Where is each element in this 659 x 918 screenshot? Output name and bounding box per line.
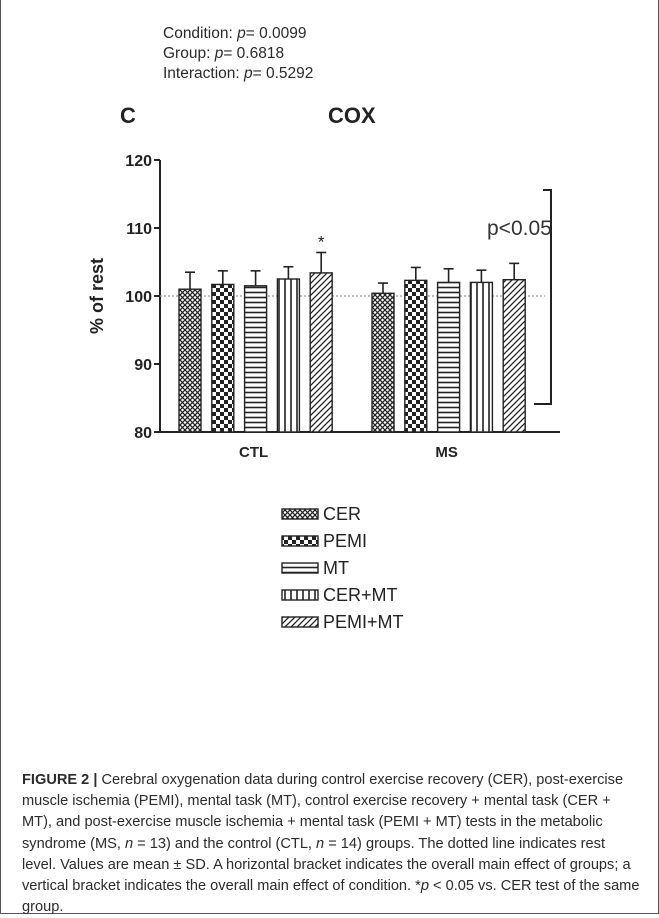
caption-text-1: Cerebral oxygenation data during control… xyxy=(22,772,624,852)
chart-title: COX xyxy=(328,103,376,128)
condition-stat: Condition: p= 0.0099 xyxy=(163,24,313,44)
bar-cer-ms xyxy=(371,292,395,433)
group-stat-label: Group: xyxy=(163,45,215,62)
condition-p-symbol: p xyxy=(237,25,246,42)
bar-pemi-mt-ms xyxy=(502,278,526,433)
caption-n-ms-var: n xyxy=(125,835,134,852)
interaction-p-value: = 0.5292 xyxy=(252,65,314,82)
interaction-stat-label: Interaction: xyxy=(163,65,244,82)
figure-frame-left xyxy=(0,0,1,914)
group-p-value: = 0.6818 xyxy=(223,45,285,62)
legend-swatch xyxy=(281,562,319,574)
legend-swatch xyxy=(281,589,319,601)
figure-caption: FIGURE 2 | Cerebral oxygenation data dur… xyxy=(22,770,642,918)
significance-asterisk: * xyxy=(318,232,325,251)
interaction-p-symbol: p xyxy=(244,65,253,82)
y-tick-label: 100 xyxy=(125,289,152,306)
legend-label: CER xyxy=(323,504,361,524)
legend-label: MT xyxy=(323,558,349,578)
caption-n-ms-value: = 13) and the control (CTL, xyxy=(133,835,317,852)
legend-label: CER+MT xyxy=(323,585,398,605)
caption-n-ctl-value: = 14) groups. The dotted line indicates … xyxy=(22,835,631,895)
caption-text-2: < 0.05 vs. CER test of the same group. xyxy=(22,878,640,916)
y-tick-label: 90 xyxy=(134,357,152,374)
interaction-stat: Interaction: p= 0.5292 xyxy=(163,64,313,84)
y-tick-label: 120 xyxy=(125,153,152,170)
legend-swatch xyxy=(281,616,319,628)
condition-stat-label: Condition: xyxy=(163,25,238,42)
legend-swatch xyxy=(281,535,319,547)
y-tick-label: 110 xyxy=(126,221,152,238)
x-category-label: CTL xyxy=(239,444,268,461)
bar-cer-mt-ctl xyxy=(276,278,301,433)
condition-bracket xyxy=(534,189,552,405)
condition-p-value: = 0.0099 xyxy=(245,25,307,42)
bar-pemi-mt-ctl xyxy=(309,272,333,433)
caption-p-var: p xyxy=(420,878,429,895)
y-axis-label: % of rest xyxy=(87,258,107,334)
group-p-symbol: p xyxy=(214,45,224,62)
bracket-p-label: p<0.05 xyxy=(487,217,552,240)
panel-letter: C xyxy=(120,103,136,128)
bar-cer-ctl xyxy=(178,288,202,433)
bar-cer-mt-ms xyxy=(469,281,494,433)
bar-mt-ctl xyxy=(243,285,268,433)
legend-label: PEMI+MT xyxy=(323,612,404,632)
bar-pemi-ms xyxy=(404,279,428,433)
caption-n-ctl-var: n xyxy=(316,835,325,852)
x-category-label: MS xyxy=(435,444,458,461)
statistics-block: Condition: p= 0.0099 Group: p= 0.6818 In… xyxy=(163,24,313,84)
legend-label: PEMI xyxy=(323,531,367,551)
bar-chart: 80 90 100 110 120 % of rest CTL MS * p<0.05 CER PEM… xyxy=(87,153,560,632)
legend-swatch xyxy=(281,508,319,520)
caption-label: FIGURE 2 | xyxy=(22,772,98,788)
bar-mt-ms xyxy=(436,281,461,433)
y-tick-label: 80 xyxy=(134,425,152,442)
bar-pemi-ctl xyxy=(211,283,235,433)
group-stat: Group: p= 0.6818 xyxy=(163,44,313,64)
